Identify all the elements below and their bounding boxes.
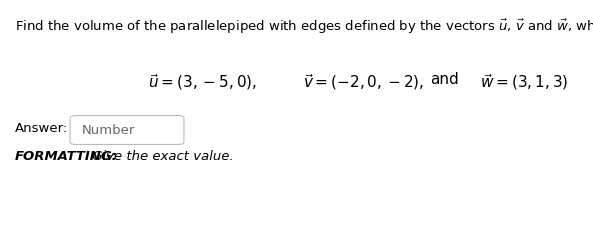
- Text: $\vec{v} = (-2, 0, -2),$: $\vec{v} = (-2, 0, -2),$: [303, 72, 424, 92]
- Text: Find the volume of the parallelepiped with edges defined by the vectors $\vec{u}: Find the volume of the parallelepiped wi…: [15, 18, 593, 36]
- Text: FORMATTING:: FORMATTING:: [15, 150, 118, 163]
- Text: Number: Number: [82, 124, 135, 137]
- Text: $\vec{u} = (3, -5, 0),$: $\vec{u} = (3, -5, 0),$: [148, 72, 257, 92]
- Text: Give the exact value.: Give the exact value.: [88, 150, 234, 163]
- Text: $\vec{w} = (3, 1, 3)$: $\vec{w} = (3, 1, 3)$: [480, 72, 569, 92]
- FancyBboxPatch shape: [70, 116, 184, 145]
- Text: and: and: [430, 72, 459, 87]
- Text: Answer:: Answer:: [15, 122, 68, 135]
